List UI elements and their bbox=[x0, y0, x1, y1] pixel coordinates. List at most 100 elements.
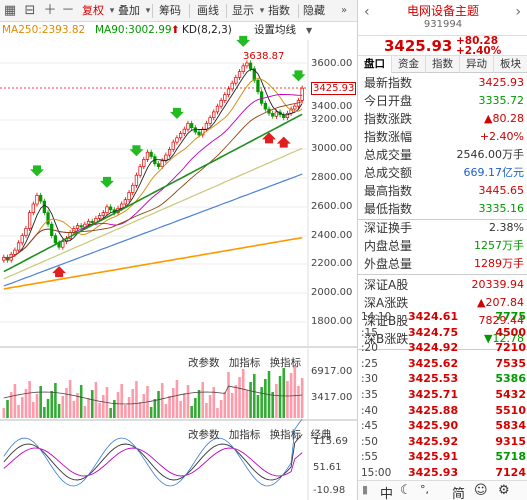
axis-label: 3000.00 bbox=[311, 143, 353, 154]
kline-chart[interactable] bbox=[0, 0, 357, 500]
hide-button[interactable]: 隐藏 bbox=[303, 4, 325, 17]
add-indicator-button[interactable]: 加指标 bbox=[228, 429, 261, 441]
volume-bar bbox=[87, 398, 90, 418]
volume-bar bbox=[65, 388, 68, 418]
candle-body bbox=[13, 249, 17, 255]
stat-label: 深证A股 bbox=[364, 278, 409, 292]
draw-line-button[interactable]: 画线 bbox=[197, 4, 219, 17]
divider bbox=[298, 4, 299, 18]
chart-area[interactable]: ▦ ⊟ ＋ － 复权 ▾ 叠加 ▾ 筹码 画线 显示 ▾ 指数 隐藏 » MA2… bbox=[0, 0, 357, 500]
tick-row: :50 3425.92 9315 bbox=[358, 434, 527, 451]
candle-body bbox=[145, 151, 150, 160]
tab-funds[interactable]: 资金 bbox=[392, 56, 426, 73]
kd-axis-label: -10.98 bbox=[313, 485, 346, 496]
axis-label: 2000.00 bbox=[311, 287, 353, 298]
chip-button[interactable]: 筹码 bbox=[159, 4, 181, 17]
candle-body bbox=[245, 62, 249, 67]
candle-body bbox=[127, 192, 131, 201]
volume-bar bbox=[120, 384, 123, 418]
tick-volume: 5510 bbox=[495, 403, 526, 417]
volume-bar bbox=[61, 396, 65, 418]
last-price-tag: 3425.93 bbox=[311, 82, 357, 95]
change-params-button[interactable]: 改参数 bbox=[188, 429, 220, 441]
stat-value: 3425.93 bbox=[478, 76, 525, 89]
tick-row: :45 3425.90 5834 bbox=[358, 418, 527, 435]
candle-body bbox=[109, 206, 113, 211]
kd-axis-label: 115.69 bbox=[313, 436, 348, 447]
volume-bar bbox=[208, 395, 212, 418]
tick-volume: 5432 bbox=[495, 388, 526, 401]
current-price: 3425.93 bbox=[384, 37, 453, 55]
volume-bar bbox=[275, 384, 278, 418]
candle-body bbox=[53, 235, 58, 244]
candle-body bbox=[226, 88, 231, 96]
chevron-down-icon[interactable]: ▾ bbox=[145, 6, 151, 16]
tab-movement[interactable]: 异动 bbox=[460, 56, 494, 73]
menu-icon[interactable]: ▮ bbox=[362, 483, 369, 496]
volume-bar bbox=[113, 400, 116, 418]
index-button[interactable]: 指数 bbox=[268, 4, 290, 17]
chevron-down-icon[interactable]: ▾ bbox=[109, 6, 115, 16]
change-params-button[interactable]: 改参数 bbox=[188, 357, 220, 369]
classic-button[interactable]: 经典 bbox=[310, 429, 332, 441]
stat-value: 3445.65 bbox=[478, 184, 525, 197]
chevron-right-icon[interactable]: › bbox=[515, 4, 521, 20]
candle-body bbox=[86, 220, 91, 225]
add-indicator-button[interactable]: 加指标 bbox=[228, 357, 261, 369]
display-button[interactable]: 显示 bbox=[232, 4, 254, 17]
collapse-arrows-icon[interactable]: » bbox=[340, 5, 348, 16]
switch-indicator-button[interactable]: 换指标 bbox=[269, 429, 302, 441]
d-line bbox=[3, 447, 303, 477]
volume-bar bbox=[171, 388, 175, 418]
chevron-down-icon[interactable]: ▼ bbox=[306, 26, 313, 35]
candle-body bbox=[271, 113, 275, 117]
simplified-button[interactable]: 简 bbox=[452, 487, 466, 500]
stat-value: ▲80.28 bbox=[484, 112, 524, 125]
kd-label: KD(8,2,3) bbox=[182, 24, 232, 36]
smile-icon[interactable]: ☺ bbox=[474, 483, 488, 498]
chevron-left-icon[interactable]: ‹ bbox=[364, 4, 370, 20]
price-row: 3425.93 +80.28 +2.40% bbox=[358, 36, 527, 56]
tick-price: 3425.91 bbox=[408, 450, 459, 464]
stat-value: 2.38% bbox=[489, 221, 524, 234]
grid-icon[interactable]: ▦ bbox=[3, 3, 17, 18]
candle-body bbox=[16, 242, 21, 251]
tick-volume: 5718 bbox=[495, 450, 526, 464]
moon-icon[interactable]: ☾ bbox=[400, 483, 412, 498]
tab-index[interactable]: 指数 bbox=[426, 56, 460, 73]
overlay-button[interactable]: 叠加 bbox=[118, 4, 140, 17]
stat-label: 深A涨跌 bbox=[364, 296, 409, 310]
settings-icon[interactable]: ⚙ bbox=[498, 483, 510, 498]
volume-bar bbox=[286, 381, 289, 418]
tab-orderbook[interactable]: 盘口 bbox=[358, 56, 392, 73]
volume-bar bbox=[245, 390, 249, 418]
layout-icon[interactable]: ⊟ bbox=[24, 3, 36, 18]
volume-bar bbox=[168, 396, 171, 418]
candle-body bbox=[24, 228, 28, 237]
candle-body bbox=[31, 203, 35, 213]
dots-icon[interactable]: °, bbox=[420, 483, 429, 496]
rights-button[interactable]: 复权 bbox=[82, 4, 104, 17]
volume-bar bbox=[264, 379, 267, 418]
stat-row: 最低指数 3335.16 bbox=[358, 200, 527, 218]
sell-signal-arrow bbox=[169, 107, 184, 119]
volume-bar bbox=[186, 385, 190, 418]
candle-body bbox=[248, 62, 253, 70]
volume-bar bbox=[142, 394, 146, 418]
j-line bbox=[3, 418, 303, 487]
volume-bar bbox=[282, 368, 286, 418]
zoom-in-icon[interactable]: ＋ bbox=[43, 3, 57, 18]
lang-zh-button[interactable]: 中 bbox=[380, 487, 394, 500]
ma90-line bbox=[3, 113, 303, 273]
tab-sector[interactable]: 板块 bbox=[494, 56, 527, 73]
ma-settings-button[interactable]: 设置均线 bbox=[254, 24, 296, 36]
tick-row: 15:00 3425.93 7124 bbox=[358, 465, 527, 482]
chevron-down-icon[interactable]: ▾ bbox=[259, 6, 265, 16]
switch-indicator-button[interactable]: 换指标 bbox=[269, 357, 302, 369]
candle-body bbox=[142, 159, 146, 167]
ma5-line bbox=[3, 68, 303, 260]
stat-label: 总成交额 bbox=[364, 166, 413, 180]
tick-row: :40 3425.88 5510 bbox=[358, 403, 527, 420]
zoom-out-icon[interactable]: － bbox=[61, 3, 75, 18]
candle-body bbox=[167, 148, 172, 156]
